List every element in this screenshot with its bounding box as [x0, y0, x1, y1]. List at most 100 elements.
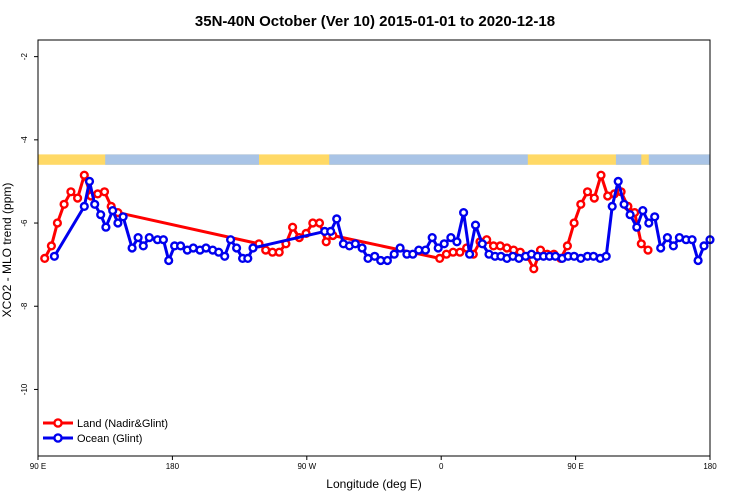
x-tick-label: 0: [439, 462, 444, 471]
data-point: [79, 201, 89, 212]
legend-label: Ocean (Glint): [77, 433, 142, 445]
data-point: [613, 176, 623, 187]
data-point: [459, 208, 469, 218]
data-point: [607, 201, 617, 212]
map-band-ocean-3: [648, 154, 710, 165]
x-tick-label: 90 E: [567, 462, 583, 471]
data-point: [650, 212, 660, 222]
data-point: [326, 226, 336, 237]
data-point: [370, 251, 380, 261]
data-point: [274, 247, 284, 257]
data-point: [529, 264, 539, 274]
data-point: [101, 222, 111, 232]
data-point: [644, 218, 654, 228]
data-point: [625, 210, 635, 220]
data-point: [243, 253, 253, 264]
legend-swatch-marker: [53, 418, 63, 428]
data-point: [226, 235, 236, 245]
y-tick-label: -10: [20, 383, 29, 395]
data-point: [127, 243, 137, 253]
data-point: [96, 210, 106, 220]
data-point: [84, 176, 95, 187]
map-band-ocean-2: [615, 154, 642, 165]
x-tick-label: 90 E: [30, 462, 46, 471]
data-point: [248, 243, 258, 253]
data-point: [52, 218, 63, 228]
data-point: [220, 251, 230, 261]
data-point: [72, 193, 83, 203]
data-point: [569, 218, 579, 228]
data-point: [321, 237, 331, 247]
y-tick-label: -4: [20, 136, 29, 144]
data-point: [632, 222, 642, 232]
data-point: [408, 249, 418, 259]
legend-swatch-marker: [53, 433, 63, 443]
data-point: [636, 239, 646, 249]
data-point: [395, 243, 405, 253]
data-point: [232, 243, 242, 253]
data-point: [46, 241, 57, 251]
data-point: [699, 241, 709, 251]
data-point: [66, 187, 76, 197]
data-point: [164, 255, 174, 266]
data-point: [288, 222, 298, 232]
data-point: [596, 170, 606, 180]
data-point: [144, 233, 154, 243]
data-point: [138, 241, 148, 251]
series-layer: [40, 170, 715, 274]
chart-title: 35N-40N October (Ver 10) 2015-01-01 to 2…: [195, 13, 555, 30]
plot-frame: [37, 39, 711, 457]
data-point: [389, 249, 399, 259]
data-point: [332, 214, 342, 224]
data-point: [562, 241, 573, 251]
data-point: [601, 251, 611, 261]
data-point: [638, 206, 648, 216]
data-point: [40, 253, 50, 264]
x-tick-label: 180: [703, 462, 717, 471]
data-point: [687, 235, 697, 245]
y-tick-label: -6: [20, 219, 29, 227]
x-tick-label: 90 W: [297, 462, 316, 471]
data-point: [465, 249, 475, 259]
data-point: [662, 233, 673, 243]
x-axis: 90 E 180 90 W 0 90 E 180: [30, 456, 717, 471]
y-tick-label: -2: [20, 53, 29, 61]
data-point: [133, 233, 143, 243]
data-point: [477, 239, 487, 249]
data-point: [668, 241, 679, 251]
data-point: [108, 206, 118, 216]
data-point: [90, 199, 100, 209]
data-point: [118, 212, 128, 222]
data-point: [435, 253, 445, 264]
data-point: [158, 235, 169, 245]
legend-item-1: Ocean (Glint): [43, 433, 142, 445]
data-point: [350, 239, 360, 249]
data-point: [382, 255, 393, 266]
y-axis-label: XCO2 - MLO trend (ppm): [0, 183, 14, 318]
legend: Land (Nadir&Glint) Ocean (Glint): [43, 418, 168, 445]
series-1: [49, 176, 715, 266]
data-point: [176, 241, 186, 251]
data-point: [439, 239, 449, 249]
data-point: [99, 187, 110, 197]
data-point: [79, 170, 89, 180]
x-axis-label: Longitude (deg E): [326, 477, 421, 491]
map-band-ocean-0: [105, 154, 260, 165]
data-point: [656, 243, 666, 253]
data-point: [433, 243, 443, 253]
data-point: [470, 220, 481, 230]
data-point: [446, 233, 456, 243]
map-band: [38, 154, 710, 165]
map-band-ocean-1: [329, 154, 528, 165]
data-point: [582, 187, 593, 197]
data-point: [693, 255, 703, 266]
y-tick-label: -8: [20, 302, 29, 310]
data-point: [420, 245, 431, 255]
data-point: [59, 199, 69, 209]
y-axis: -2 -4 -6 -8 -10: [20, 53, 38, 395]
data-point: [113, 218, 123, 228]
data-point: [643, 245, 653, 255]
data-point: [452, 237, 462, 247]
data-point: [427, 233, 437, 243]
